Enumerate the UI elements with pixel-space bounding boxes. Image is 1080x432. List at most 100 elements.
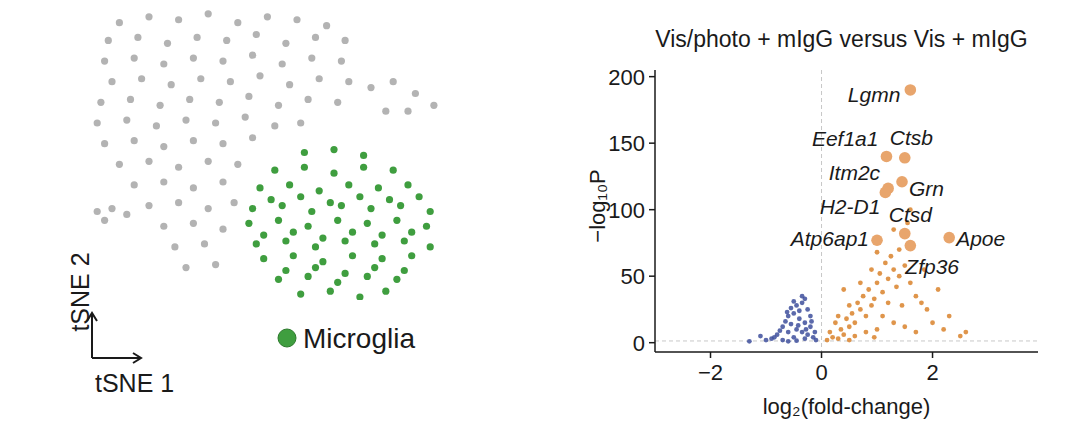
data-point: [902, 324, 907, 329]
data-point: [958, 334, 963, 339]
data-point: [382, 108, 389, 115]
data-point: [905, 84, 917, 96]
data-point: [301, 149, 308, 156]
data-point: [360, 164, 367, 171]
data-point: [375, 184, 382, 191]
data-point: [864, 314, 869, 319]
data-point: [349, 252, 356, 259]
data-point: [872, 335, 877, 340]
data-point: [805, 332, 810, 337]
data-point: [847, 338, 852, 343]
data-point: [356, 293, 363, 300]
data-point: [105, 37, 112, 44]
data-point: [131, 55, 138, 62]
data-point: [786, 339, 791, 344]
point-label: Atp6ap1: [789, 227, 869, 250]
data-point: [401, 267, 408, 274]
data-point: [175, 199, 182, 206]
data-point: [797, 316, 802, 321]
data-point: [899, 228, 911, 240]
data-point: [858, 307, 863, 312]
data-point: [282, 40, 289, 47]
data-point: [108, 205, 115, 212]
data-point: [747, 339, 752, 344]
data-point: [234, 161, 241, 168]
data-point: [212, 261, 219, 268]
data-point: [268, 196, 275, 203]
data-point: [941, 327, 946, 332]
marks: [94, 10, 438, 300]
data-point: [777, 328, 782, 333]
axis-label: −log₁₀P: [585, 169, 610, 242]
data-point: [338, 57, 345, 64]
y-axis-line: [654, 70, 656, 352]
data-point: [393, 217, 400, 224]
data-point: [160, 178, 167, 185]
tick-label: 2: [926, 360, 938, 385]
axes: [655, 70, 1038, 352]
data-point: [825, 338, 830, 343]
data-point: [796, 323, 801, 328]
data-point: [164, 40, 171, 47]
data-point: [943, 232, 955, 244]
data-point: [841, 287, 846, 292]
data-point: [116, 161, 123, 168]
point-labels: LgmnEef1a1CtsbItm2cGrnH2-D1CtsdAtp6ap1Ap…: [789, 83, 1005, 278]
data-point: [245, 93, 252, 100]
data-point: [305, 273, 312, 280]
data-point: [279, 60, 286, 67]
data-point: [786, 330, 791, 335]
data-point: [131, 181, 138, 188]
data-point: [789, 306, 794, 311]
data-point: [808, 314, 813, 319]
tick: [821, 352, 823, 358]
data-point: [242, 114, 249, 121]
tick-label: 0: [633, 331, 645, 356]
data-point: [899, 152, 911, 164]
data-point: [808, 324, 813, 329]
data-point: [894, 284, 899, 289]
data-point: [305, 223, 312, 230]
data-point: [379, 255, 386, 262]
data-point: [305, 96, 312, 103]
data-point: [160, 60, 167, 67]
data-point: [234, 19, 241, 26]
tick: [649, 142, 655, 144]
data-point: [342, 237, 349, 244]
data-point: [160, 143, 167, 150]
data-point: [282, 267, 289, 274]
data-point: [308, 55, 315, 62]
data-point: [275, 102, 282, 109]
data-point: [323, 22, 330, 29]
data-point: [963, 330, 968, 335]
data-point: [175, 16, 182, 23]
data-point: [205, 158, 212, 165]
data-point: [871, 234, 883, 246]
data-point: [797, 308, 802, 313]
data-point: [404, 181, 411, 188]
tick: [649, 76, 655, 78]
x-axis-line: [655, 351, 1038, 353]
data-point: [371, 240, 378, 247]
data-point: [800, 294, 805, 299]
data-point: [145, 158, 152, 165]
data-point: [897, 274, 902, 279]
data-point: [794, 338, 799, 343]
data-point: [758, 334, 763, 339]
data-point: [864, 330, 869, 335]
data-point: [182, 264, 189, 271]
data-point: [881, 151, 893, 163]
data-point: [844, 316, 849, 321]
point-label: Ctsd: [889, 203, 934, 226]
data-point: [364, 220, 371, 227]
legend-label: Microglia: [303, 323, 415, 354]
data-point: [367, 84, 374, 91]
data-point: [168, 81, 175, 88]
data-point: [256, 184, 263, 191]
data-point: [249, 52, 256, 59]
data-point: [794, 303, 799, 308]
tick-label: 150: [608, 131, 645, 156]
data-point: [94, 208, 101, 215]
data-point: [338, 202, 345, 209]
data-point: [201, 240, 208, 247]
